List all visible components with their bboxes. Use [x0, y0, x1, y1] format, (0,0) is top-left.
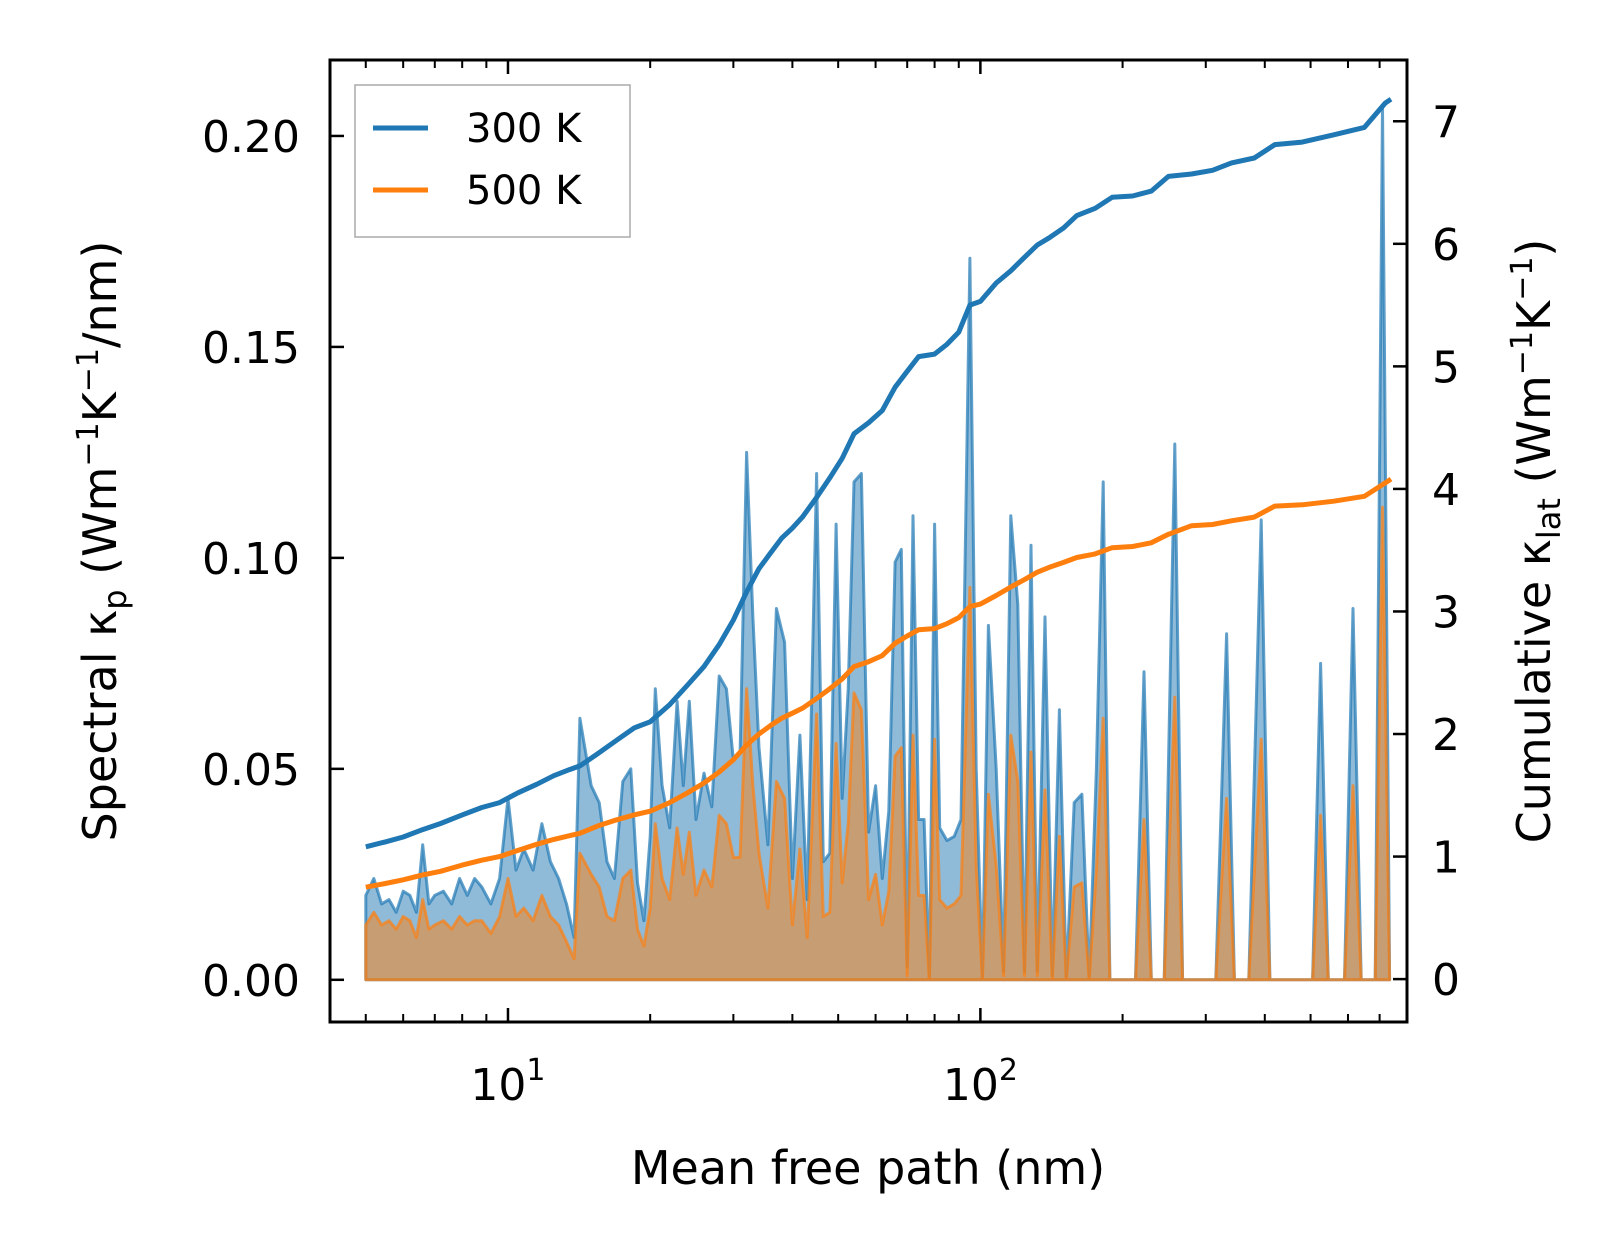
- right-y-axis-title: Cumulative κlat (Wm−1K−1): [1505, 239, 1568, 844]
- x-axis-title: Mean free path (nm): [631, 1141, 1105, 1195]
- legend-frame: [354, 84, 631, 238]
- right-y-tick-label: 0: [1432, 955, 1460, 1006]
- axes-frame: [328, 58, 1409, 1024]
- left-y-tick-label: 0.10: [202, 534, 300, 585]
- axis-ticks: 101 102 0.00 0.05 0.10 0.15 0.20 0 1 2 3 4 5 6 7: [202, 60, 1460, 1111]
- right-y-tick-label: 6: [1432, 220, 1460, 271]
- x-tick-label: 102: [943, 1053, 1018, 1111]
- right-y-tick-label: 3: [1432, 587, 1460, 638]
- right-y-tick-label: 7: [1432, 97, 1460, 148]
- left-y-tick-label: 0.00: [202, 956, 300, 1007]
- right-y-tick-label: 5: [1432, 342, 1460, 393]
- legend: 300 K 500 K: [354, 84, 631, 238]
- right-y-tick-label: 2: [1432, 710, 1460, 761]
- left-y-tick-label: 0.20: [202, 112, 300, 163]
- cumulative-line-300k: [365, 97, 1393, 850]
- spectral-area-500k: [364, 505, 1392, 982]
- right-y-tick-label: 4: [1432, 465, 1460, 516]
- x-tick-label: 101: [470, 1053, 545, 1111]
- legend-label-300k: 300 K: [466, 106, 583, 152]
- spectral-area-300k: [364, 104, 1392, 982]
- plot-area: [364, 97, 1393, 982]
- legend-label-500k: 500 K: [466, 168, 583, 214]
- cumulative-line-500k: [365, 477, 1393, 890]
- left-y-tick-label: 0.05: [202, 745, 300, 796]
- left-y-axis-title: Spectral κp (Wm−1K−1/nm): [71, 241, 134, 842]
- left-y-tick-label: 0.15: [202, 323, 300, 374]
- right-y-tick-label: 1: [1432, 833, 1460, 884]
